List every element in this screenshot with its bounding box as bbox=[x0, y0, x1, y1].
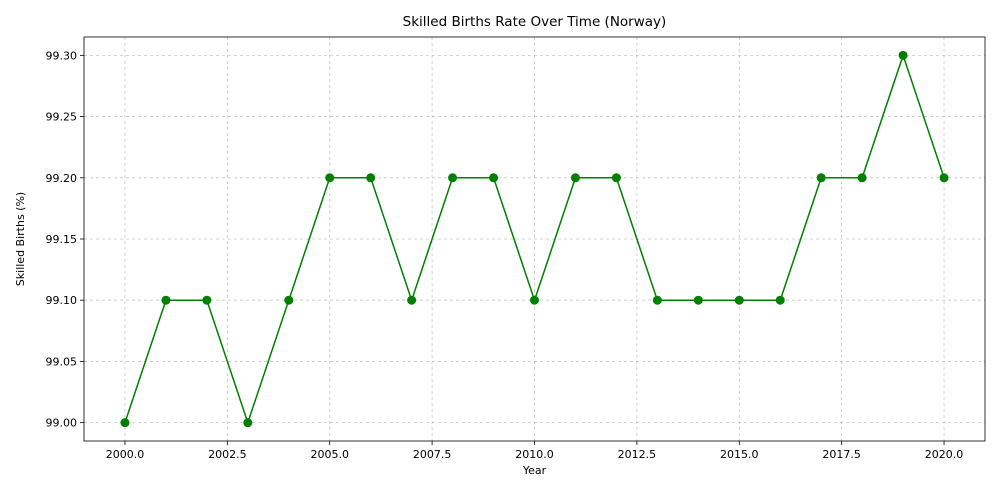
data-point bbox=[611, 173, 621, 183]
data-point bbox=[530, 295, 539, 305]
x-tick-label: 2010.0 bbox=[515, 448, 554, 461]
data-point bbox=[202, 295, 212, 305]
y-tick-label: 99.15 bbox=[46, 233, 78, 246]
y-axis-ticks: 99.00 99.05 99.10 99.15 99.20 99.25 99.30 bbox=[46, 49, 84, 430]
data-point bbox=[734, 295, 744, 305]
data-point bbox=[857, 173, 867, 183]
data-point bbox=[284, 295, 294, 305]
plot-frame bbox=[83, 36, 986, 442]
data-point bbox=[816, 173, 826, 183]
data-point bbox=[570, 173, 580, 183]
data-point bbox=[898, 50, 908, 60]
data-point bbox=[407, 295, 417, 305]
data-point bbox=[775, 295, 785, 305]
y-tick-label: 99.10 bbox=[46, 294, 78, 307]
data-series bbox=[120, 50, 949, 428]
x-tick-label: 2000.0 bbox=[106, 448, 145, 461]
x-tick-label: 2002.5 bbox=[208, 448, 247, 461]
y-tick-label: 99.00 bbox=[46, 417, 78, 430]
x-tick-label: 2007.5 bbox=[413, 448, 452, 461]
data-point bbox=[693, 295, 703, 305]
data-point bbox=[489, 173, 499, 183]
y-tick-label: 99.05 bbox=[46, 355, 78, 368]
y-axis-label: Skilled Births (%) bbox=[14, 192, 27, 286]
x-axis-ticks: 2000.0 2002.5 2005.0 2007.5 2010.0 2012.5 2015… bbox=[106, 441, 964, 461]
y-tick-label: 99.30 bbox=[46, 49, 78, 62]
data-point bbox=[243, 418, 253, 428]
x-tick-label: 2012.5 bbox=[618, 448, 657, 461]
x-tick-label: 2020.0 bbox=[925, 448, 964, 461]
x-axis-label: Year bbox=[522, 464, 547, 477]
data-point bbox=[448, 173, 458, 183]
x-tick-label: 2017.5 bbox=[822, 448, 861, 461]
data-point bbox=[161, 295, 171, 305]
chart-title: Skilled Births Rate Over Time (Norway) bbox=[403, 14, 667, 30]
data-point bbox=[120, 418, 130, 428]
data-point bbox=[325, 173, 335, 183]
x-tick-label: 2005.0 bbox=[310, 448, 349, 461]
y-tick-label: 99.25 bbox=[46, 111, 78, 124]
y-tick-label: 99.20 bbox=[46, 172, 78, 185]
data-point bbox=[939, 173, 949, 183]
x-tick-label: 2015.0 bbox=[720, 448, 759, 461]
data-point bbox=[652, 295, 662, 305]
data-point bbox=[366, 173, 376, 183]
